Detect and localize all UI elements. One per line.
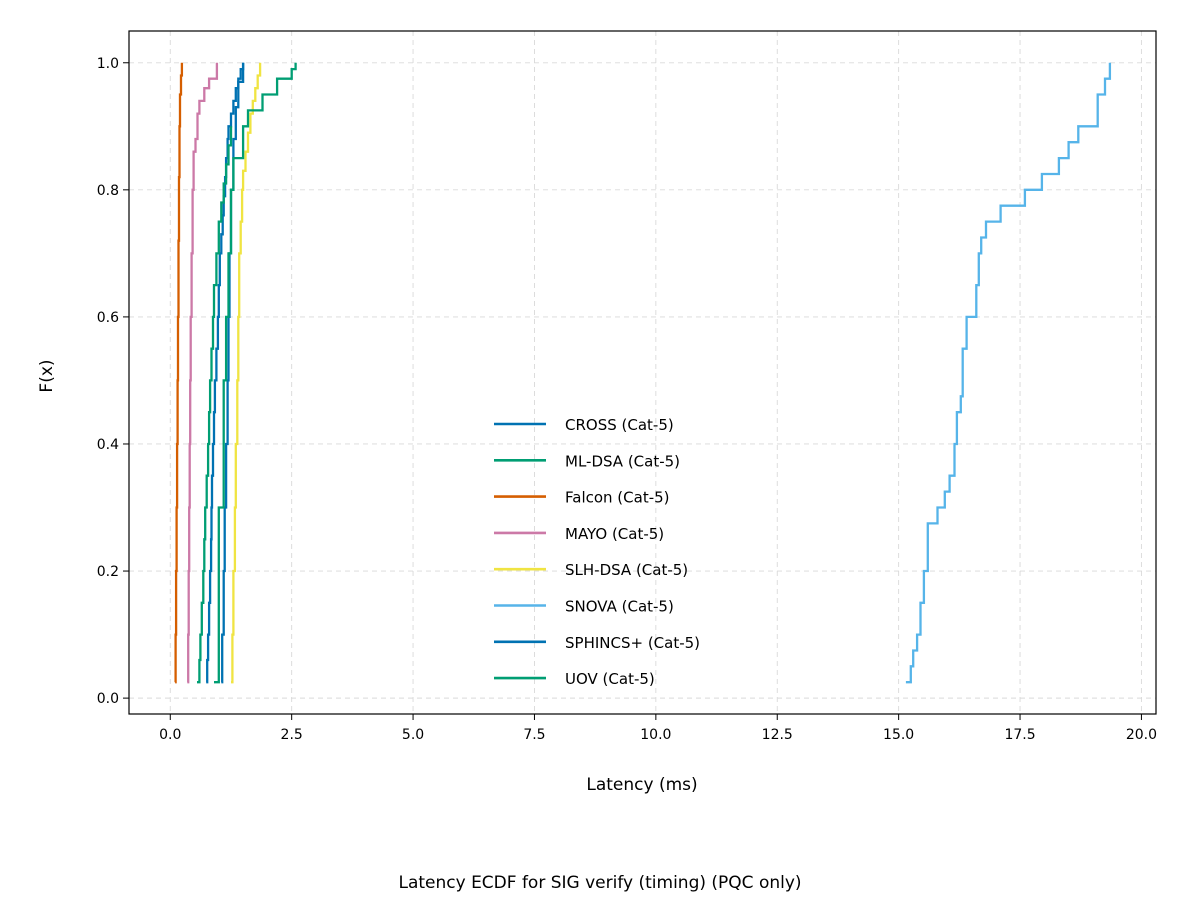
series-line-falcon-cat-5 xyxy=(174,62,184,684)
legend-entry-label: CROSS (Cat-5) xyxy=(565,416,674,434)
grid xyxy=(129,31,1156,714)
y-tick-label: 0.0 xyxy=(97,691,119,707)
x-tick-label: 17.5 xyxy=(1004,727,1035,743)
x-tick-label: 12.5 xyxy=(762,727,793,743)
y-tick-label: 0.4 xyxy=(97,437,119,453)
x-tick-label: 20.0 xyxy=(1126,727,1157,743)
x-tick-label: 0.0 xyxy=(159,727,181,743)
series-lines xyxy=(174,62,1112,684)
y-tick-label: 0.6 xyxy=(97,310,119,326)
series-line-sphincs-cat-5 xyxy=(221,62,245,684)
series-line-mayo-cat-5 xyxy=(187,62,219,684)
legend-entry-label: UOV (Cat-5) xyxy=(565,670,655,688)
series-line-snova-cat-5 xyxy=(905,62,1112,684)
legend-entry-label: SNOVA (Cat-5) xyxy=(565,598,674,616)
y-tick-label: 0.2 xyxy=(97,564,119,580)
chart-caption: Latency ECDF for SIG verify (timing) (PQ… xyxy=(398,873,801,893)
legend: CROSS (Cat-5) ML-DSA (Cat-5) Falcon (Cat-5… xyxy=(494,416,700,688)
legend-entry-label: Falcon (Cat-5) xyxy=(565,489,670,507)
y-tick-label: 0.8 xyxy=(97,183,119,199)
x-tick-label: 15.0 xyxy=(883,727,914,743)
legend-entry-label: SPHINCS+ (Cat-5) xyxy=(565,634,700,652)
series-line-ml-dsa-cat-5 xyxy=(197,126,233,684)
x-tick-label: 2.5 xyxy=(281,727,303,743)
plot-frame xyxy=(128,30,1157,715)
legend-entry-label: MAYO (Cat-5) xyxy=(565,525,664,543)
x-tick-label: 7.5 xyxy=(523,727,545,743)
x-tick-label: 5.0 xyxy=(402,727,424,743)
y-axis-label: F(x) xyxy=(37,359,57,392)
x-axis-label: Latency (ms) xyxy=(586,775,697,795)
series-line-slh-dsa-cat-5 xyxy=(231,62,262,684)
x-tick-label: 10.0 xyxy=(640,727,671,743)
y-axis-ticks: 0.0 0.2 0.4 0.6 0.8 1.0 xyxy=(97,56,129,707)
series-line-uov-cat-5 xyxy=(214,62,297,684)
legend-entry-label: SLH-DSA (Cat-5) xyxy=(565,561,688,579)
legend-entry-label: ML-DSA (Cat-5) xyxy=(565,452,680,470)
series-line-cross-cat-5 xyxy=(206,62,245,684)
x-axis-ticks: 0.0 2.5 5.0 7.5 10.0 12.5 15.0 17.5 20.0 xyxy=(159,714,1157,743)
y-tick-label: 1.0 xyxy=(97,56,119,72)
